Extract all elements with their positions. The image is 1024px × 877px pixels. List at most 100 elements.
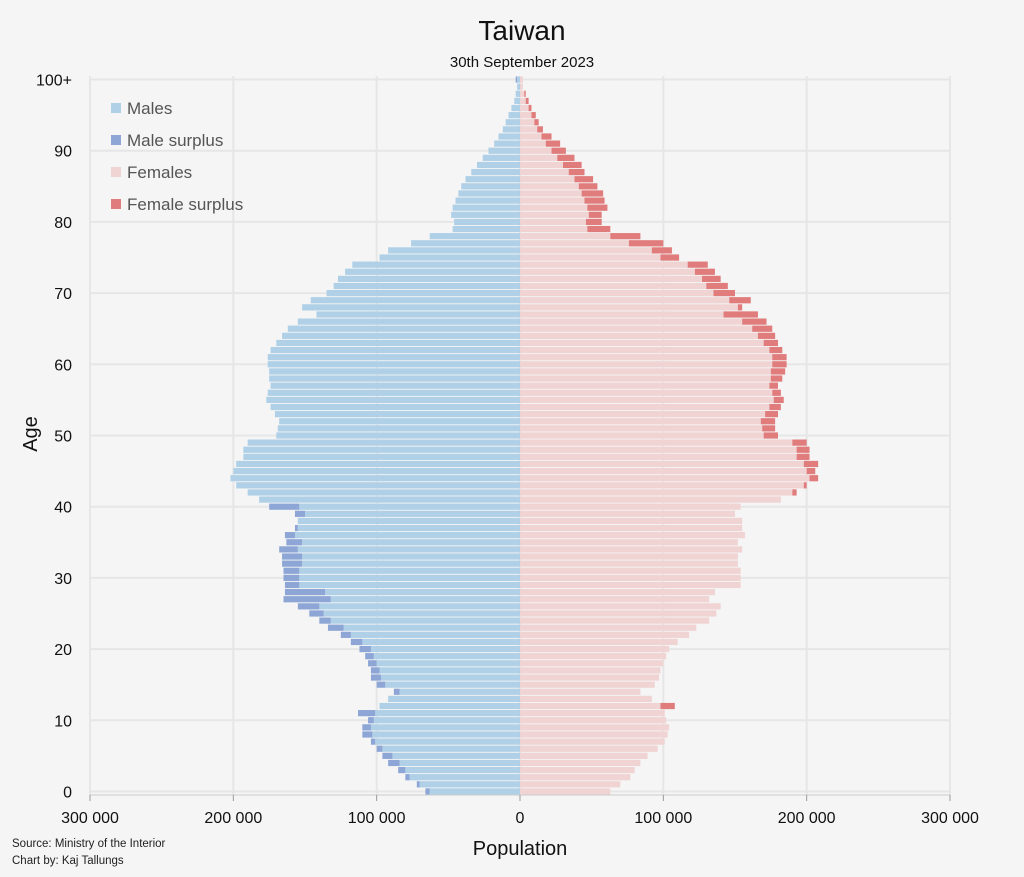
bar-male-age-94: [505, 119, 520, 126]
bar-female-age-95: [520, 112, 532, 119]
bar-male-age-92: [498, 133, 520, 140]
bar-male-age-32: [302, 560, 520, 567]
bar-female-age-31: [520, 567, 741, 574]
bar-female-age-62: [520, 346, 770, 354]
bar-male-age-93: [502, 126, 520, 133]
bar-female-surplus-age-90: [551, 147, 566, 154]
bar-male-surplus-age-5: [382, 752, 393, 759]
bar-female-surplus-age-54: [769, 403, 781, 411]
bar-male-age-28: [325, 589, 520, 596]
bar-male-age-25: [323, 610, 520, 617]
bar-male-age-74: [352, 261, 520, 268]
bar-male-age-86: [465, 176, 520, 183]
bar-female-age-13: [520, 695, 652, 703]
bar-female-age-94: [520, 119, 535, 126]
bar-female-surplus-age-12: [660, 702, 675, 710]
axes: 300 000 200 000 100 000 0 100 000 200 000 300 …: [36, 73, 979, 827]
bar-female-age-99: [520, 83, 523, 90]
bar-female-age-39: [520, 510, 735, 517]
bar-male-age-44: [230, 475, 520, 482]
bar-male-surplus-age-34: [279, 546, 298, 553]
bar-male-surplus-age-0: [425, 788, 430, 795]
bar-female-age-12: [520, 702, 661, 710]
bar-male-surplus-age-19: [365, 653, 374, 660]
bar-female-surplus-age-86: [574, 176, 594, 183]
bar-male-surplus-age-36: [284, 532, 295, 539]
bar-female-age-53: [520, 411, 766, 418]
bar-male-surplus-age-30: [283, 574, 300, 581]
source-note: Source: Ministry of the Interior: [12, 838, 166, 850]
bar-female-age-42: [520, 489, 793, 496]
bar-male-age-31: [299, 567, 520, 574]
bar-female-surplus-age-81: [588, 211, 602, 218]
bar-female-age-90: [520, 147, 552, 154]
bar-female-age-37: [520, 524, 743, 532]
bar-female-age-28: [520, 589, 715, 596]
bar-female-age-43: [520, 482, 804, 489]
bar-female-age-100: [520, 76, 523, 83]
bar-male-surplus-age-6: [376, 745, 383, 752]
bar-female-age-69: [520, 297, 730, 304]
bar-female-age-75: [520, 254, 661, 261]
credit-note: Chart by: Kaj Tallungs: [12, 855, 124, 867]
bar-male-age-88: [477, 161, 520, 169]
bar-female-surplus-age-74: [687, 261, 708, 268]
x-tick-label-2: 100 000: [348, 810, 406, 827]
bar-male-age-73: [345, 268, 520, 275]
bar-male-age-13: [388, 695, 520, 703]
bar-male-surplus-age-2: [405, 774, 410, 781]
bar-female-surplus-age-87: [568, 168, 585, 176]
bar-male-age-60: [267, 361, 520, 368]
bar-male-age-64: [282, 332, 520, 339]
bar-female-age-65: [520, 325, 753, 332]
bar-female-age-58: [520, 375, 771, 382]
bar-male-age-10: [373, 717, 520, 724]
bar-male-age-29: [299, 581, 520, 589]
bar-male-surplus-age-23: [327, 624, 344, 631]
bar-female-age-34: [520, 546, 743, 553]
bar-male-surplus-age-3: [398, 766, 406, 774]
bar-female-age-87: [520, 168, 569, 176]
bar-male-age-70: [326, 290, 520, 297]
bar-male-age-41: [259, 496, 520, 503]
bar-female-surplus-age-67: [723, 311, 758, 318]
bar-male-age-66: [297, 318, 520, 325]
bar-male-age-40: [299, 503, 520, 510]
y-tick-label-6: 60: [54, 357, 72, 374]
y-tick-label-1: 10: [54, 713, 72, 730]
bar-female-age-38: [520, 517, 743, 525]
bar-female-age-15: [520, 681, 655, 688]
bar-male-age-14: [399, 688, 520, 695]
bar-female-age-96: [520, 104, 529, 112]
bar-male-age-35: [302, 539, 520, 546]
bar-male-age-46: [236, 460, 520, 468]
bar-female-age-1: [520, 781, 621, 788]
bar-male-age-78: [429, 233, 520, 240]
bar-female-age-29: [520, 581, 741, 589]
bar-male-age-33: [302, 553, 520, 560]
bar-female-age-79: [520, 225, 588, 233]
bar-female-surplus-age-77: [628, 240, 664, 247]
bar-female-age-22: [520, 631, 690, 638]
bar-female-surplus-age-68: [737, 304, 743, 311]
bar-female-age-91: [520, 140, 546, 147]
bar-male-age-42: [247, 489, 520, 496]
bar-male-age-11: [375, 710, 520, 717]
bar-female-age-24: [520, 617, 710, 624]
bar-female-age-33: [520, 553, 738, 560]
bar-male-age-84: [458, 190, 520, 197]
bar-female-surplus-age-48: [796, 446, 810, 453]
bar-male-age-52: [279, 418, 520, 425]
chart-title: Taiwan: [478, 15, 565, 46]
bar-male-age-82: [452, 204, 520, 211]
bar-female-age-70: [520, 290, 714, 297]
bar-female-age-92: [520, 133, 542, 140]
bar-male-surplus-age-14: [393, 688, 400, 695]
bar-male-age-100: [517, 76, 520, 83]
bar-male-age-18: [376, 660, 520, 667]
legend-swatch-male-surplus: [111, 135, 121, 145]
bar-female-age-25: [520, 610, 717, 617]
bar-male-age-58: [269, 375, 520, 382]
bar-male-age-30: [299, 574, 520, 581]
bar-female-age-63: [520, 339, 764, 347]
